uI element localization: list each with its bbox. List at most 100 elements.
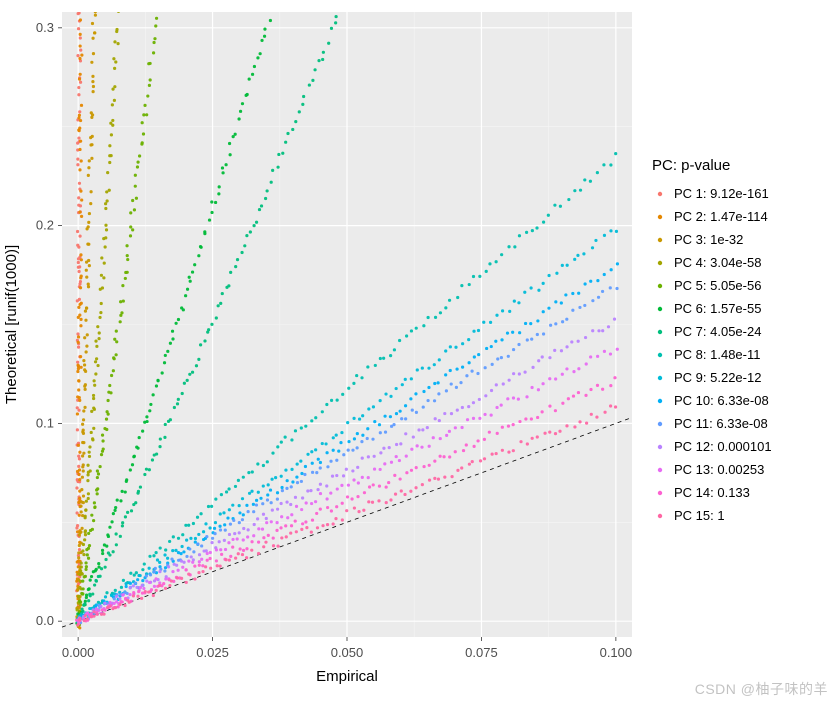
data-point bbox=[210, 541, 213, 544]
data-point bbox=[108, 553, 111, 556]
data-point bbox=[94, 340, 97, 343]
data-point bbox=[518, 420, 521, 423]
data-point bbox=[135, 586, 138, 589]
data-point bbox=[285, 535, 288, 538]
data-point bbox=[78, 265, 81, 268]
data-point bbox=[154, 24, 157, 27]
data-point bbox=[163, 569, 166, 572]
data-point bbox=[247, 471, 250, 474]
data-point bbox=[106, 399, 109, 402]
data-point bbox=[530, 386, 533, 389]
data-point bbox=[210, 200, 213, 203]
data-point bbox=[311, 79, 314, 82]
data-point bbox=[361, 457, 364, 460]
data-point bbox=[421, 483, 424, 486]
data-point bbox=[554, 432, 557, 435]
data-point bbox=[242, 538, 245, 541]
data-point bbox=[262, 464, 265, 467]
data-point bbox=[271, 451, 274, 454]
data-point bbox=[93, 505, 96, 508]
data-point bbox=[266, 493, 269, 496]
data-point bbox=[181, 392, 184, 395]
data-point bbox=[477, 353, 480, 356]
data-point bbox=[393, 348, 396, 351]
data-point bbox=[417, 428, 420, 431]
data-point bbox=[203, 339, 206, 342]
data-point bbox=[111, 119, 114, 122]
data-point bbox=[565, 318, 568, 321]
data-point bbox=[500, 338, 503, 341]
data-point bbox=[164, 566, 167, 569]
data-point bbox=[363, 491, 366, 494]
data-point bbox=[400, 417, 403, 420]
data-point bbox=[204, 565, 207, 568]
data-point bbox=[444, 349, 447, 352]
data-point bbox=[591, 299, 594, 302]
data-point bbox=[529, 322, 532, 325]
data-point bbox=[324, 442, 327, 445]
data-point bbox=[449, 345, 452, 348]
data-point bbox=[478, 417, 481, 420]
data-point bbox=[325, 403, 328, 406]
legend-item: PC 4: 3.04e-58 bbox=[658, 255, 762, 270]
data-point bbox=[265, 517, 268, 520]
data-point bbox=[77, 473, 80, 476]
data-point bbox=[378, 423, 381, 426]
data-point bbox=[182, 308, 185, 311]
data-point bbox=[194, 537, 197, 540]
data-point bbox=[148, 567, 151, 570]
data-point bbox=[129, 211, 132, 214]
data-point bbox=[210, 505, 213, 508]
data-point bbox=[342, 453, 345, 456]
data-point bbox=[257, 527, 260, 530]
data-point bbox=[225, 490, 228, 493]
data-point bbox=[149, 403, 152, 406]
data-point bbox=[461, 406, 464, 409]
data-point bbox=[78, 114, 81, 117]
data-point bbox=[78, 57, 81, 60]
data-point bbox=[79, 286, 82, 289]
data-point bbox=[578, 420, 581, 423]
data-point bbox=[232, 519, 235, 522]
data-point bbox=[83, 602, 86, 605]
data-point bbox=[104, 566, 107, 569]
data-point bbox=[327, 42, 330, 45]
data-point bbox=[145, 468, 148, 471]
data-point bbox=[414, 486, 417, 489]
data-point bbox=[403, 493, 406, 496]
data-point bbox=[77, 379, 80, 382]
data-point bbox=[542, 310, 545, 313]
data-point bbox=[113, 85, 116, 88]
data-point bbox=[352, 417, 355, 420]
data-point bbox=[326, 523, 329, 526]
data-point bbox=[177, 398, 180, 401]
data-point bbox=[86, 553, 89, 556]
data-point bbox=[134, 582, 137, 585]
data-point bbox=[591, 329, 594, 332]
data-point bbox=[83, 406, 86, 409]
data-point bbox=[176, 576, 179, 579]
data-point bbox=[461, 342, 464, 345]
data-point bbox=[113, 99, 116, 102]
data-point bbox=[404, 404, 407, 407]
data-point bbox=[247, 510, 250, 513]
data-point bbox=[512, 423, 515, 426]
data-point bbox=[76, 412, 79, 415]
data-point bbox=[198, 553, 201, 556]
data-point bbox=[227, 541, 230, 544]
data-point bbox=[561, 320, 564, 323]
data-point bbox=[284, 141, 287, 144]
data-point bbox=[85, 594, 88, 597]
data-point bbox=[182, 550, 185, 553]
data-point bbox=[289, 531, 292, 534]
data-point bbox=[143, 562, 146, 565]
x-axis-label: Empirical bbox=[316, 668, 378, 685]
data-point bbox=[129, 234, 132, 237]
data-point bbox=[115, 340, 118, 343]
data-point bbox=[290, 438, 293, 441]
legend-swatch bbox=[658, 192, 662, 196]
data-point bbox=[193, 263, 196, 266]
data-point bbox=[214, 497, 217, 500]
data-point bbox=[77, 261, 80, 264]
data-point bbox=[443, 412, 446, 415]
